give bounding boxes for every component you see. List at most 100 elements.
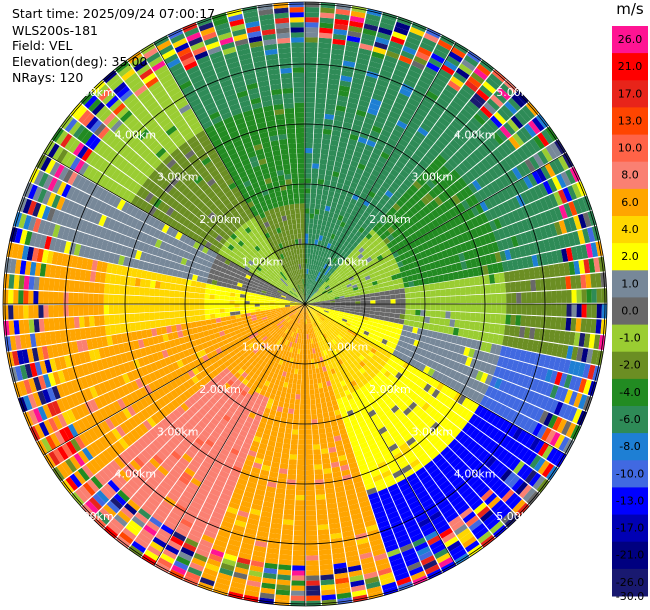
gate-cell bbox=[330, 53, 344, 61]
gate-cell bbox=[393, 101, 405, 111]
gate-cell bbox=[307, 248, 311, 254]
gate-cell bbox=[324, 391, 330, 398]
gate-cell bbox=[498, 216, 507, 228]
gate-cell bbox=[357, 196, 365, 204]
gate-cell bbox=[474, 276, 481, 286]
gate-cell bbox=[337, 146, 346, 154]
gate-cell bbox=[578, 394, 588, 410]
gate-cell bbox=[470, 205, 480, 217]
gate-cell bbox=[305, 459, 314, 466]
gate-cell bbox=[415, 378, 424, 387]
gate-cell bbox=[319, 296, 325, 300]
gate-cell bbox=[344, 324, 350, 329]
gate-cell bbox=[554, 434, 566, 449]
gate-cell bbox=[492, 402, 503, 414]
gate-cell bbox=[399, 266, 406, 273]
gate-cell bbox=[278, 564, 292, 571]
gate-cell bbox=[524, 189, 535, 203]
gate-cell bbox=[367, 332, 374, 338]
gate-cell bbox=[403, 264, 411, 271]
gate-cell bbox=[320, 7, 335, 14]
gate-cell bbox=[429, 283, 436, 291]
gate-cell bbox=[318, 278, 323, 284]
gate-cell bbox=[533, 185, 544, 199]
gate-cell bbox=[396, 352, 404, 359]
gate-cell bbox=[421, 37, 437, 48]
gate-cell bbox=[418, 341, 425, 349]
gate-cell bbox=[573, 260, 581, 275]
gate-cell bbox=[370, 304, 376, 308]
gate-cell bbox=[367, 250, 374, 257]
gate-cell bbox=[374, 315, 380, 320]
gate-cell bbox=[346, 218, 353, 226]
gate-cell bbox=[561, 420, 572, 436]
gate-cell bbox=[516, 258, 524, 270]
gate-cell bbox=[493, 366, 502, 378]
gate-cell bbox=[396, 272, 403, 279]
gate-cell bbox=[307, 243, 312, 249]
gate-cell bbox=[322, 407, 328, 414]
gate-cell bbox=[372, 280, 378, 286]
gate-cell bbox=[385, 160, 395, 169]
gate-cell bbox=[405, 125, 417, 135]
gate-cell bbox=[334, 208, 341, 215]
gate-cell bbox=[383, 363, 391, 371]
gate-cell bbox=[465, 155, 477, 168]
gate-cell bbox=[541, 463, 555, 478]
gate-cell bbox=[369, 293, 375, 297]
gate-cell bbox=[341, 328, 348, 334]
gate-cell bbox=[557, 155, 569, 171]
gate-cell bbox=[349, 324, 356, 329]
gate-cell bbox=[330, 139, 339, 147]
gate-cell bbox=[403, 78, 416, 89]
gate-cell bbox=[335, 105, 346, 112]
gate-cell bbox=[343, 212, 351, 219]
gate-cell bbox=[493, 273, 501, 284]
gate-cell bbox=[328, 293, 334, 297]
gate-cell bbox=[327, 248, 333, 255]
gate-cell bbox=[470, 368, 479, 379]
gate-cell bbox=[516, 221, 525, 234]
gate-cell bbox=[568, 261, 576, 275]
gate-cell bbox=[299, 404, 305, 410]
gate-cell bbox=[470, 71, 485, 85]
gate-cell bbox=[358, 99, 370, 108]
gate-cell bbox=[313, 218, 318, 225]
gate-cell bbox=[420, 304, 426, 310]
gate-cell bbox=[401, 341, 409, 349]
gate-cell bbox=[317, 382, 323, 389]
gate-cell bbox=[439, 318, 446, 326]
gate-cell bbox=[332, 314, 338, 319]
gate-cell bbox=[415, 304, 421, 310]
gate-cell bbox=[532, 422, 543, 437]
gate-cell bbox=[362, 85, 375, 94]
gate-cell bbox=[317, 266, 322, 272]
gate-cell bbox=[377, 283, 384, 288]
gate-cell bbox=[455, 67, 470, 80]
gate-cell bbox=[349, 278, 356, 284]
gate-cell bbox=[337, 198, 345, 206]
gate-cell bbox=[312, 368, 316, 374]
gate-cell bbox=[563, 389, 574, 404]
gate-cell bbox=[364, 246, 372, 254]
gate-cell bbox=[342, 121, 353, 129]
gate-cell bbox=[505, 185, 516, 198]
gate-cell bbox=[305, 525, 317, 531]
gate-cell bbox=[302, 354, 305, 360]
gate-cell bbox=[383, 370, 392, 378]
gate-cell bbox=[315, 494, 326, 500]
gate-cell bbox=[568, 331, 576, 346]
gate-cell bbox=[387, 185, 397, 195]
gate-cell bbox=[447, 272, 454, 281]
gate-cell bbox=[305, 515, 317, 521]
gate-cell bbox=[387, 321, 394, 328]
gate-cell bbox=[323, 283, 329, 289]
gate-cell bbox=[339, 281, 346, 286]
gate-cell bbox=[372, 361, 380, 368]
gate-cell bbox=[430, 237, 439, 247]
gate-cell bbox=[290, 393, 296, 400]
gate-cell bbox=[353, 289, 360, 294]
gate-cell bbox=[395, 199, 405, 208]
gate-cell bbox=[305, 303, 310, 304]
gate-cell bbox=[293, 540, 305, 546]
